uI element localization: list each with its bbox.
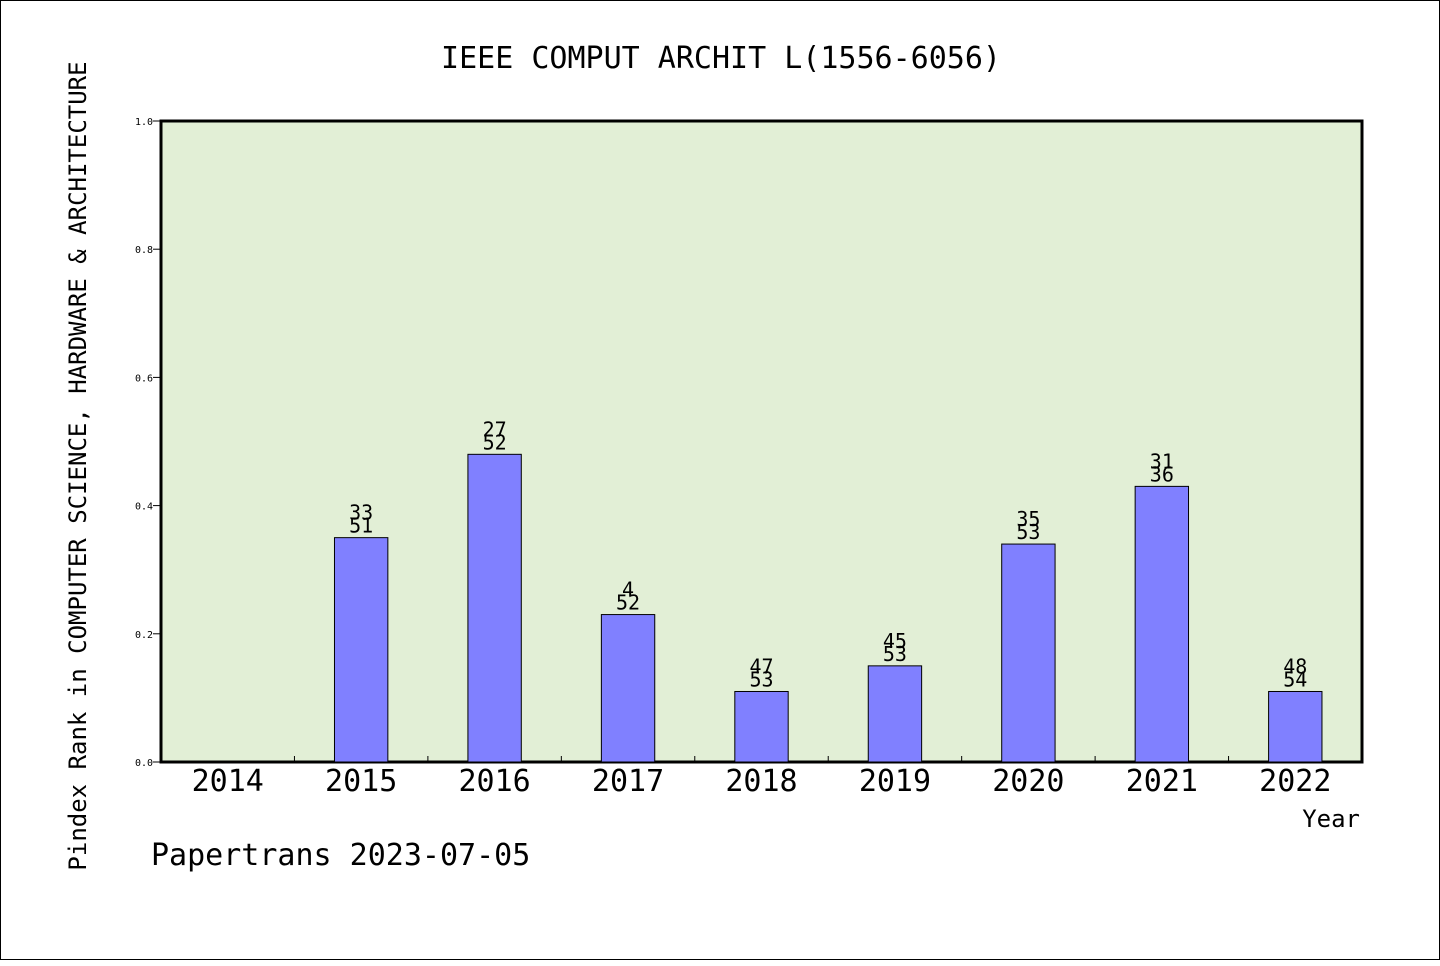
bar-rank-label: 48	[1283, 654, 1307, 678]
bar	[734, 690, 789, 763]
x-axis-ticks: 2014 2015 2016 2017 2018 2019 2020 2021 2022	[192, 756, 1331, 799]
x-tick-label: 2022	[1259, 764, 1331, 799]
bar-total-label: 36	[1150, 462, 1174, 486]
x-tick-label: 2016	[458, 764, 530, 799]
y-tick-label: 0.4	[135, 502, 153, 513]
bar-total-label: 53	[749, 667, 773, 691]
chart-title: IEEE COMPUT ARCHIT L(1556-6056)	[441, 41, 1001, 76]
bar	[1268, 690, 1323, 763]
bar-rank-label: 27	[483, 417, 507, 441]
bar-rank-label: 31	[1150, 449, 1174, 473]
bar	[1134, 485, 1190, 763]
bar-rank-label: 47	[749, 654, 773, 678]
x-tick-label: 2018	[725, 764, 797, 799]
y-axis-label: Pindex Rank in COMPUTER SCIENCE, HARDWAR…	[64, 61, 92, 870]
y-tick-label: 1.0	[135, 117, 153, 128]
bars	[333, 453, 1323, 763]
bar-total-label: 51	[349, 514, 373, 538]
y-tick-label: 0.0	[135, 758, 153, 769]
x-tick-label: 2021	[1126, 764, 1198, 799]
bar-rank-label: 45	[883, 629, 907, 653]
y-tick-label: 0.8	[135, 245, 153, 256]
bar-total-label: 54	[1283, 667, 1307, 691]
bar	[333, 537, 389, 763]
bar-rank-label: 33	[349, 501, 373, 525]
footer-credit: Papertrans 2023-07-05	[151, 838, 530, 873]
bar	[867, 665, 923, 763]
bar	[600, 614, 656, 763]
bar	[467, 453, 522, 763]
x-tick-label: 2019	[859, 764, 931, 799]
y-tick-label: 0.6	[135, 373, 153, 384]
x-tick-label: 2020	[992, 764, 1064, 799]
bar-total-label: 52	[483, 430, 507, 454]
y-axis-ticks: 0.0 0.2 0.4 0.6 0.8 1.0	[135, 117, 161, 769]
x-axis-label: Year	[1302, 805, 1360, 833]
bar-total-label: 52	[616, 591, 640, 615]
x-tick-label: 2015	[325, 764, 397, 799]
bar-total-label: 53	[1016, 520, 1040, 544]
bar-rank-label: 35	[1016, 507, 1040, 531]
y-tick-label: 0.2	[135, 630, 153, 641]
x-tick-label: 2017	[592, 764, 664, 799]
bar	[1001, 543, 1056, 763]
bar-total-label: 53	[883, 642, 907, 666]
bar-rank-label: 4	[622, 578, 634, 602]
x-tick-label: 2014	[192, 764, 264, 799]
